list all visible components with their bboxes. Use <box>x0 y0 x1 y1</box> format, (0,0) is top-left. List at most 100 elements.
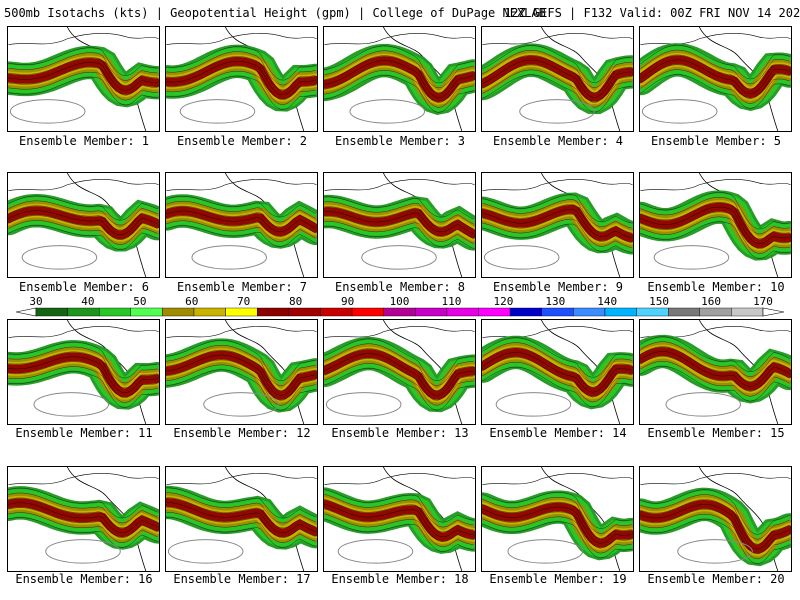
member-panel-2 <box>165 26 318 132</box>
height-contour <box>324 221 474 244</box>
colorbar-swatch <box>383 307 416 317</box>
height-contour <box>640 201 790 240</box>
height-contour <box>8 205 158 231</box>
member-caption: Ensemble Member: 11 <box>15 426 153 440</box>
height-contour <box>640 336 790 373</box>
coastline <box>698 27 779 131</box>
height-contour <box>482 342 632 383</box>
height-contour <box>166 354 316 396</box>
colorbar-swatch <box>67 307 100 317</box>
height-contour <box>640 341 790 377</box>
colorbar-tick-label: 50 <box>133 296 146 308</box>
height-contour <box>8 492 158 524</box>
colorbar-tick-label: 40 <box>81 296 94 308</box>
height-contour <box>324 503 474 538</box>
coastline <box>166 32 317 45</box>
height-contour <box>640 54 790 90</box>
height-contour <box>324 508 474 543</box>
member-map-11 <box>8 320 159 424</box>
coastline <box>640 178 791 191</box>
height-contour <box>507 539 584 564</box>
map-title: 500mb Isotachs (kts) | Geopotential Heig… <box>4 6 546 20</box>
member-panel-13 <box>323 319 476 425</box>
member-caption: Ensemble Member: 20 <box>647 572 785 586</box>
height-contour <box>8 225 158 250</box>
height-contour <box>482 45 632 83</box>
coastline <box>166 178 317 191</box>
height-contour <box>640 211 790 249</box>
height-contour <box>324 75 474 113</box>
member-caption: Ensemble Member: 6 <box>18 280 150 294</box>
height-contour <box>8 47 158 76</box>
coastline <box>324 472 475 485</box>
member-panel-15 <box>639 319 792 425</box>
member-caption: Ensemble Member: 15 <box>647 426 785 440</box>
height-contour <box>482 54 632 93</box>
member-panel-20 <box>639 466 792 572</box>
coastline <box>482 472 633 485</box>
height-contour <box>8 57 158 86</box>
member-caption: Ensemble Member: 13 <box>331 426 469 440</box>
run-valid-time: 12Z GEFS | F132 Valid: 00Z FRI NOV 14 20… <box>504 6 800 20</box>
member-panel-7 <box>165 172 318 278</box>
member-map-5 <box>640 27 791 131</box>
height-contour <box>166 359 316 401</box>
height-contour <box>166 70 316 105</box>
height-contour <box>166 492 316 524</box>
height-contour <box>640 64 790 99</box>
member-panel-19 <box>481 466 634 572</box>
height-contour <box>8 507 158 538</box>
height-contour <box>482 516 632 554</box>
height-contour <box>166 507 316 538</box>
height-contour <box>482 347 632 388</box>
height-contour <box>482 496 632 534</box>
height-contour <box>324 494 474 528</box>
height-contour <box>482 352 632 393</box>
height-contour <box>482 204 632 234</box>
height-contour <box>179 99 256 124</box>
height-contour <box>361 245 437 270</box>
coastline <box>640 472 791 485</box>
member-map-14 <box>482 320 633 424</box>
member-panel-14 <box>481 319 634 425</box>
member-caption: Ensemble Member: 8 <box>334 280 466 294</box>
member-caption: Ensemble Member: 17 <box>173 572 311 586</box>
height-contour <box>640 196 790 235</box>
height-contour <box>640 59 790 95</box>
height-contour <box>324 201 474 225</box>
colorbar-tick-label: 70 <box>237 296 250 308</box>
height-contour <box>640 504 790 550</box>
height-contour <box>324 513 474 548</box>
colorbar-tick-label: 170 <box>753 296 773 308</box>
colorbar-swatch <box>288 307 321 317</box>
height-contour <box>324 363 474 406</box>
member-caption: Ensemble Member: 12 <box>173 426 311 440</box>
height-contour <box>665 392 742 417</box>
height-contour <box>324 338 474 381</box>
height-contour <box>166 497 316 529</box>
member-panel-18 <box>323 466 476 572</box>
height-contour <box>8 371 158 408</box>
colorbar-tick-label: 80 <box>289 296 302 308</box>
height-contour <box>166 364 316 406</box>
height-contour <box>166 516 316 548</box>
height-contour <box>640 192 790 230</box>
coastline <box>8 32 159 45</box>
height-contour <box>482 64 632 103</box>
height-contour <box>482 209 632 239</box>
height-contour <box>8 220 158 245</box>
member-panel-5 <box>639 26 792 132</box>
height-contour <box>324 55 474 94</box>
height-contour <box>482 521 632 559</box>
member-map-9 <box>482 173 633 277</box>
height-contour <box>166 215 316 238</box>
height-contour <box>167 539 244 564</box>
colorbar-swatch <box>35 307 68 317</box>
height-contour <box>8 71 158 101</box>
member-map-17 <box>166 467 317 571</box>
colorbar-tick-label: 130 <box>545 296 565 308</box>
colorbar-tick-label: 160 <box>701 296 721 308</box>
colorbar-tick-label: 140 <box>597 296 617 308</box>
height-contour <box>482 337 632 378</box>
member-map-13 <box>324 320 475 424</box>
